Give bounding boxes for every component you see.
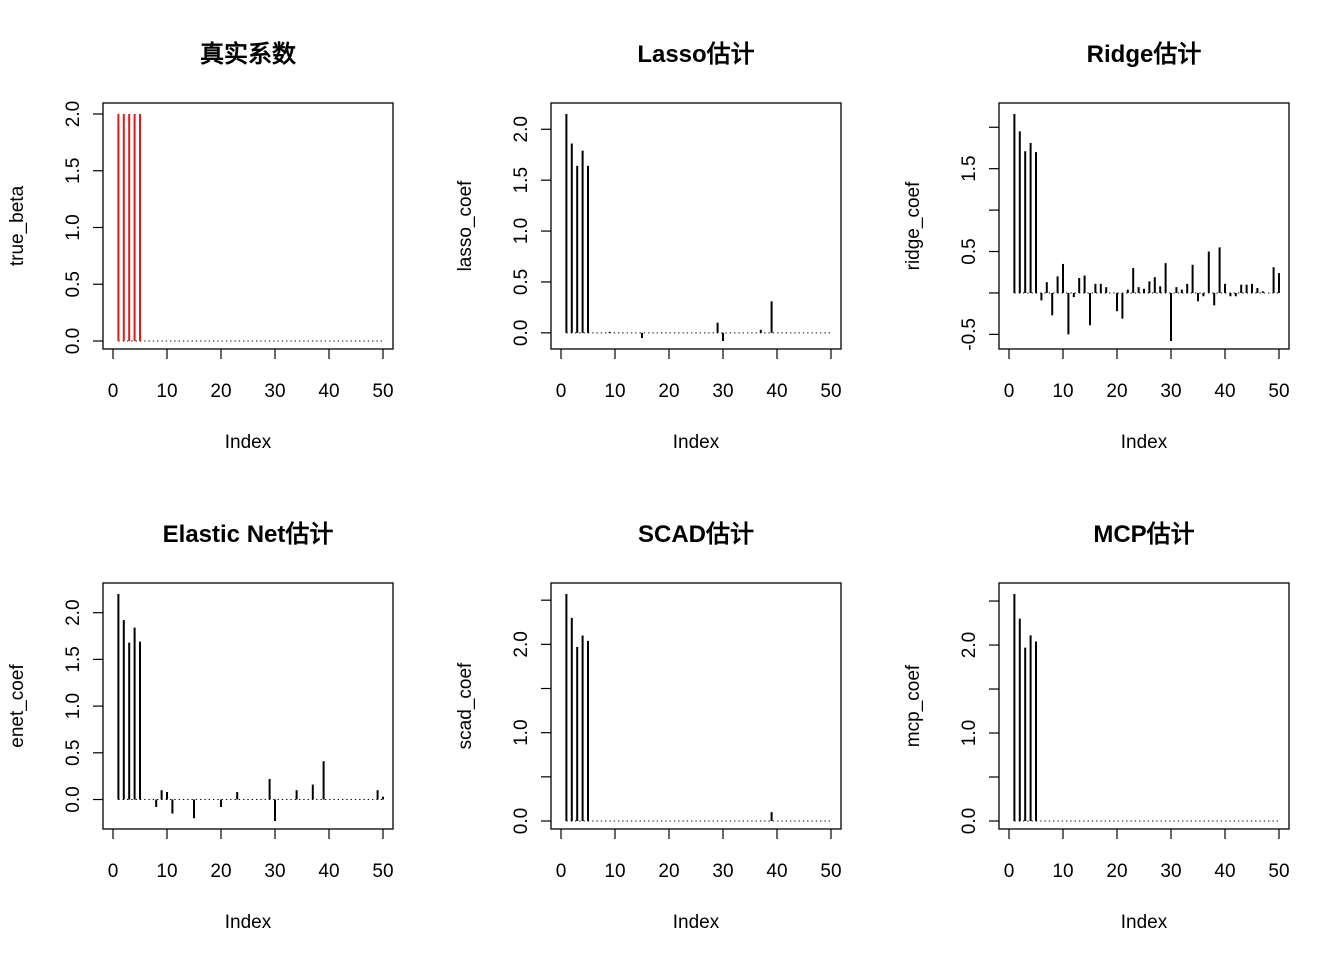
y-tick-label: 2.0 [511, 116, 532, 142]
x-tick-label: 30 [264, 381, 285, 402]
x-tick-label: 20 [210, 381, 231, 402]
plot-frame [998, 102, 1290, 350]
y-tick-label: 1.0 [511, 719, 532, 745]
x-tick-label: 40 [766, 861, 787, 882]
y-tick-label: 2.0 [63, 101, 84, 127]
x-tick-label: 10 [604, 381, 625, 402]
x-tick-label: 10 [156, 381, 177, 402]
x-tick-label: 40 [1214, 861, 1235, 882]
x-tick-label: 0 [556, 861, 567, 882]
x-tick-label: 50 [372, 861, 393, 882]
y-tick-label: 1.5 [63, 646, 84, 672]
x-tick-label: 20 [658, 381, 679, 402]
panel-title: SCAD估计 [638, 521, 754, 548]
x-tick-label: 40 [766, 381, 787, 402]
panel-6: MCP估计 0 10 20 30 40 50 0.0 1.0 2.0 Index mcp_coef [903, 521, 1290, 933]
x-tick-label: 10 [1052, 861, 1073, 882]
x-tick-label: 30 [1160, 861, 1181, 882]
y-axis-label: mcp_coef [903, 664, 924, 747]
panel-title: 真实系数 [200, 40, 297, 68]
y-tick-label: 1.5 [63, 158, 84, 184]
x-tick-label: 40 [318, 381, 339, 402]
x-tick-label: 50 [1268, 861, 1289, 882]
y-tick-label: -0.5 [959, 318, 980, 351]
x-tick-label: 30 [264, 861, 285, 882]
y-tick-label: 2.0 [511, 631, 532, 657]
y-axis-label: scad_coef [455, 662, 476, 749]
y-tick-label: 2.0 [63, 599, 84, 625]
y-tick-label: 0.0 [511, 808, 532, 834]
y-tick-label: 0.5 [63, 271, 84, 297]
x-axis-label: Index [1121, 912, 1168, 933]
y-tick-label: 0.0 [63, 328, 84, 354]
x-tick-label: 0 [108, 861, 119, 882]
y-tick-label: 1.5 [511, 167, 532, 193]
y-tick-label: 1.0 [63, 214, 84, 240]
plot-frame [550, 582, 842, 830]
panel-2: Lasso估计 0 10 20 30 40 50 0.0 0.5 1.0 1.5 2.0 Index la… [455, 41, 842, 453]
x-tick-label: 0 [108, 381, 119, 402]
x-tick-label: 20 [210, 861, 231, 882]
panel-title: MCP估计 [1093, 521, 1194, 548]
y-tick-label: 0.0 [63, 786, 84, 812]
x-axis-label: Index [225, 432, 272, 453]
x-tick-label: 10 [604, 861, 625, 882]
x-axis-label: Index [1121, 432, 1168, 453]
y-tick-label: 1.0 [63, 693, 84, 719]
plot-frame [102, 102, 394, 350]
x-tick-label: 20 [1106, 381, 1127, 402]
y-tick-label: 0.5 [511, 269, 532, 295]
y-axis-label: true_beta [7, 185, 28, 266]
x-tick-label: 30 [712, 381, 733, 402]
y-tick-label: 2.0 [959, 632, 980, 658]
y-tick-label: 0.5 [63, 740, 84, 766]
x-tick-label: 0 [1004, 861, 1015, 882]
x-axis-label: Index [673, 912, 720, 933]
x-tick-label: 10 [156, 861, 177, 882]
x-tick-label: 0 [556, 381, 567, 402]
x-tick-label: 50 [1268, 381, 1289, 402]
x-tick-label: 20 [658, 861, 679, 882]
y-tick-label: 1.0 [511, 218, 532, 244]
x-tick-label: 50 [820, 381, 841, 402]
y-axis-label: lasso_coef [455, 180, 476, 272]
x-tick-label: 30 [712, 861, 733, 882]
x-tick-label: 30 [1160, 381, 1181, 402]
x-tick-label: 20 [1106, 861, 1127, 882]
y-axis-label: enet_coef [7, 664, 28, 748]
plot-frame [550, 102, 842, 350]
panel-1: 真实系数 0 10 20 30 40 50 0.0 0.5 1.0 1.5 2.0 Index true_… [7, 40, 394, 453]
x-tick-label: 40 [318, 861, 339, 882]
y-tick-label: 1.5 [959, 155, 980, 181]
panel-title: Lasso估计 [637, 41, 754, 68]
x-tick-label: 40 [1214, 381, 1235, 402]
x-tick-label: 10 [1052, 381, 1073, 402]
y-tick-label: 0.0 [959, 808, 980, 834]
panel-4: Elastic Net估计 0 10 20 30 40 50 0.0 0.5 1.0 1.5 2.0 I… [7, 521, 394, 933]
panel-5: SCAD估计 0 10 20 30 40 50 0.0 1.0 2.0 Index scad_coef [455, 521, 842, 933]
y-axis-label: ridge_coef [903, 181, 924, 270]
x-tick-label: 50 [372, 381, 393, 402]
x-axis-label: Index [225, 912, 272, 933]
x-tick-label: 0 [1004, 381, 1015, 402]
x-axis-label: Index [673, 432, 720, 453]
y-tick-label: 0.0 [511, 320, 532, 346]
y-tick-label: 0.5 [959, 238, 980, 264]
x-tick-label: 50 [820, 861, 841, 882]
plot-frame [998, 582, 1290, 830]
panel-3: Ridge估计 0 10 20 30 40 50 -0.5 0.5 1.5 Index ridge_c… [903, 41, 1290, 453]
plot-frame [102, 582, 394, 830]
y-tick-label: 1.0 [959, 720, 980, 746]
panel-title: Ridge估计 [1087, 41, 1202, 68]
panel-title: Elastic Net估计 [163, 521, 334, 548]
